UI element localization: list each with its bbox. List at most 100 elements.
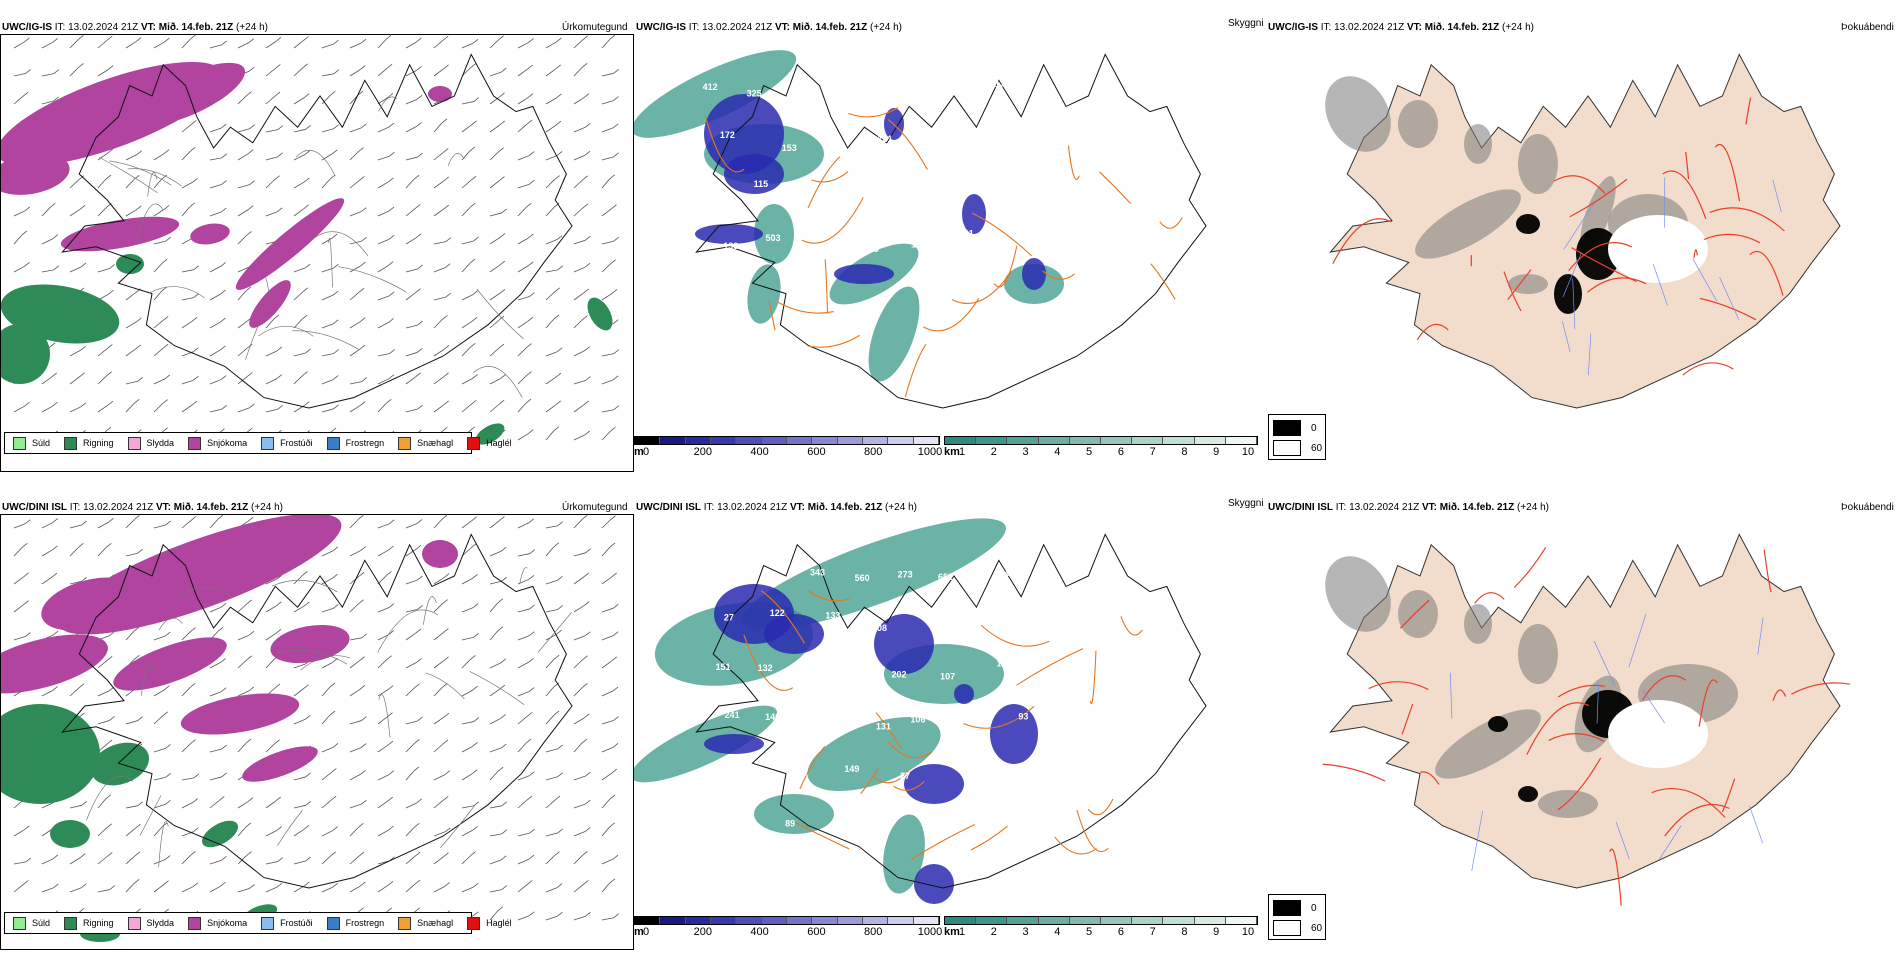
road-line	[1160, 218, 1182, 229]
fog-gradient	[1518, 624, 1558, 684]
colorbar-step	[736, 917, 761, 924]
cloudbase-label: 292	[1019, 134, 1034, 144]
fog-legend-row: 0	[1273, 900, 1317, 916]
colorbar-step	[1070, 437, 1101, 444]
legend-label: Haglél	[486, 438, 512, 448]
colorbar-step	[1039, 917, 1070, 924]
colorbar-tick: 9	[1213, 446, 1219, 458]
colorbar-step	[838, 917, 863, 924]
cloudbase-label: 325	[747, 88, 762, 98]
dense-fog-area	[1518, 786, 1538, 802]
fog-map	[1268, 514, 1900, 914]
legend-swatch	[188, 917, 201, 930]
legend-item: Slydda	[128, 437, 175, 450]
fog-legend-row: 60	[1273, 440, 1322, 456]
legend-swatch	[327, 437, 340, 450]
cloudbase-label: 144	[994, 569, 1009, 579]
fog-legend-row: 0	[1273, 420, 1317, 436]
cloudbase-label: 146	[765, 712, 780, 722]
legend-swatch	[327, 917, 340, 930]
panel-title: Þokuábendi	[1841, 22, 1894, 33]
fog-gradient	[1518, 134, 1558, 194]
colorbar-step	[914, 437, 939, 444]
road-line	[1322, 764, 1385, 781]
legend-label: Súld	[32, 438, 50, 448]
cloudbase-label: 106	[910, 715, 925, 725]
road-line	[1090, 651, 1096, 704]
panel-title: Skyggni	[1228, 498, 1264, 509]
cloudbase-label: 179	[995, 79, 1010, 89]
colorbar-step	[976, 917, 1007, 924]
cloudbase-area	[704, 734, 764, 754]
cloudbase-label: 115	[754, 179, 769, 189]
cloudbase-label: 103	[974, 708, 989, 718]
cloudbase-label: 32	[798, 768, 808, 778]
cloudbase-label: 11	[1027, 231, 1037, 241]
legend-swatch	[64, 437, 77, 450]
legend-swatch	[467, 917, 480, 930]
colorbar-tick: 1000	[918, 446, 942, 458]
cloudbase-label: 78	[700, 566, 710, 576]
cloudbase-label: 132	[996, 659, 1011, 669]
fog-legend-swatch	[1273, 420, 1301, 436]
dense-fog-area	[1488, 716, 1508, 732]
lead-time: (+24 h)	[885, 502, 917, 513]
colorbar-step	[787, 917, 812, 924]
cloudbase-label: 241	[725, 710, 740, 720]
panel-header: UWC/IG-IS IT: 13.02.2024 21Z VT: Mið. 14…	[1268, 22, 1534, 33]
cloudbase-label: 161	[877, 134, 892, 144]
init-time: IT: 13.02.2024 21Z	[1321, 22, 1404, 33]
glacier-area	[1608, 700, 1708, 768]
init-time: IT: 13.02.2024 21Z	[689, 22, 772, 33]
valid-label: VT:	[156, 502, 171, 513]
colorbar-tick: 7	[1150, 446, 1156, 458]
cloudbase-label: 369	[803, 86, 818, 96]
cloudbase-panel-top: UWC/IG-IS IT: 13.02.2024 21Z VT: Mið. 14…	[634, 12, 1268, 472]
panel-header: UWC/DINI ISL IT: 13.02.2024 21Z VT: Mið.…	[1268, 502, 1549, 513]
legend-swatch	[13, 437, 26, 450]
valid-time: Mið. 14.feb. 21Z	[1440, 502, 1514, 513]
cloudbase-label: 70	[799, 672, 809, 682]
colorbar-step	[976, 437, 1007, 444]
legend-item: Snæhagl	[398, 437, 453, 450]
panel-header: UWC/IG-IS IT: 13.02.2024 21Z VT: Mið. 14…	[636, 22, 902, 33]
legend-item: Frostúði	[261, 917, 313, 930]
colorbar-tick: 8	[1181, 926, 1187, 938]
colorbar-step	[1163, 437, 1194, 444]
colorbar-tick: 2	[991, 446, 997, 458]
colorbar-step	[1226, 437, 1257, 444]
colorbar-tick: 800	[864, 446, 882, 458]
legend-swatch	[188, 437, 201, 450]
cloudbase-area	[990, 704, 1038, 764]
cloudbase-label: 122	[770, 608, 785, 618]
map-frame	[0, 34, 634, 472]
valid-label: VT:	[775, 22, 790, 33]
colorbar-strip	[634, 436, 940, 445]
colorbar-step	[945, 437, 976, 444]
cloudbase-label: 121	[751, 768, 766, 778]
road-line	[1017, 649, 1083, 686]
road-line	[952, 271, 1011, 303]
cloudbase-label: 137	[947, 80, 962, 90]
cloudbase-label: 89	[785, 818, 795, 828]
cloudbase-label: 93	[1018, 712, 1028, 722]
fog-panel-bottom: UWC/DINI ISL IT: 13.02.2024 21Z VT: Mið.…	[1268, 492, 1900, 950]
model-name: UWC/IG-IS	[1268, 22, 1318, 33]
colorbar-step	[1007, 437, 1038, 444]
legend-swatch	[261, 917, 274, 930]
legend-label: Rigning	[83, 438, 114, 448]
cloudbase-label: 78	[827, 133, 837, 143]
road-line	[825, 259, 827, 313]
cloudbase-label: 18	[845, 659, 855, 669]
cloudbase-label: 27	[900, 771, 910, 781]
cloudbase-label: 151	[715, 662, 730, 672]
valid-time: Mið. 14.feb. 21Z	[793, 22, 867, 33]
colorbar-step	[945, 917, 976, 924]
fog-gradient	[1398, 100, 1438, 148]
colorbar-tick: 4	[1054, 926, 1060, 938]
precip-type-panel-top: UWC/IG-IS IT: 13.02.2024 21Z VT: Mið. 14…	[0, 12, 640, 472]
fog-legend-swatch	[1273, 920, 1301, 936]
road-line	[1514, 547, 1545, 587]
